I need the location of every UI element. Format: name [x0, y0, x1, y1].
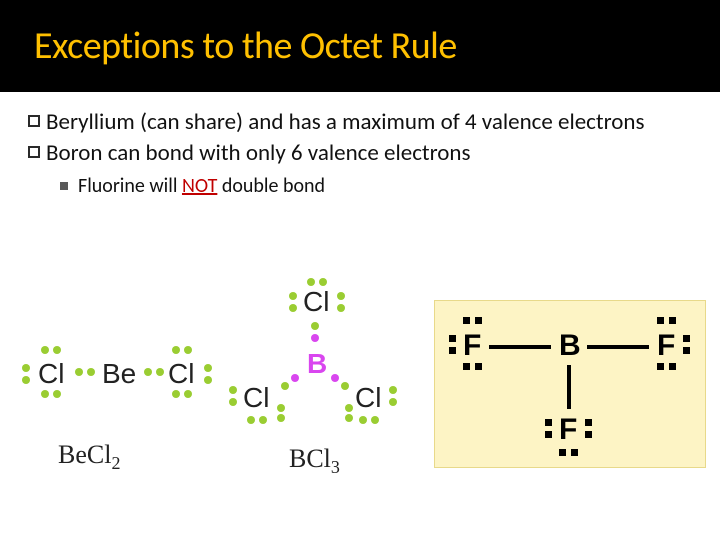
electron-dot [389, 398, 397, 406]
electron-dot [449, 335, 456, 342]
electron-dot [657, 317, 664, 324]
electron-dot [319, 278, 327, 286]
electron-dot [229, 386, 237, 394]
square-bullet-icon [28, 146, 40, 158]
electron-dot [144, 368, 152, 376]
electron-dot [311, 334, 319, 342]
title-bar: Exceptions to the Octet Rule [0, 0, 720, 92]
electron-dot [341, 382, 349, 390]
sub-bullet-text: Fluorine will NOT double bond [78, 174, 325, 198]
electron-dot [281, 382, 289, 390]
electron-dot [683, 347, 690, 354]
electron-dot [337, 292, 345, 300]
electron-dot [22, 376, 30, 384]
electron-dot [184, 346, 192, 354]
electron-dot [657, 363, 664, 370]
electron-dot [41, 346, 49, 354]
bond-line [567, 365, 571, 409]
electron-dot [277, 404, 285, 412]
formula-sub: 2 [111, 453, 120, 473]
electron-dot [307, 278, 315, 286]
atom-cl-top: Cl [303, 286, 329, 318]
electron-dot [669, 363, 676, 370]
electron-dot [475, 317, 482, 324]
electron-dot [204, 376, 212, 384]
content-area: Beryllium (can share) and has a maximum … [0, 92, 720, 198]
slide-title: Exceptions to the Octet Rule [34, 23, 457, 69]
electron-dot [559, 449, 566, 456]
formula-sub: 3 [331, 457, 340, 477]
electron-dot [345, 404, 353, 412]
electron-dot [683, 335, 690, 342]
diagram-area: Cl Be Cl BeCl2 Cl B Cl Cl [0, 272, 720, 532]
electron-dot [204, 364, 212, 372]
electron-dot [463, 363, 470, 370]
atom-f-bottom: F [559, 413, 577, 447]
atom-b-center: B [559, 329, 581, 363]
square-bullet-icon [28, 115, 40, 127]
formula-base: BeCl [58, 440, 111, 469]
electron-dot [449, 347, 456, 354]
sub-bullet-icon [60, 182, 68, 190]
electron-dot [571, 449, 578, 456]
electron-dot [247, 416, 255, 424]
bf3-diagram: F B F F [434, 300, 706, 468]
atom-b: B [307, 348, 327, 380]
electron-dot [463, 317, 470, 324]
atom-be: Be [102, 358, 136, 390]
sub-emph: NOT [182, 174, 217, 198]
electron-dot [22, 364, 30, 372]
electron-dot [289, 304, 297, 312]
electron-dot [87, 368, 95, 376]
electron-dot [184, 390, 192, 398]
electron-dot [331, 374, 339, 382]
electron-dot [156, 368, 164, 376]
atom-cl-right: Cl [168, 358, 194, 390]
electron-dot [585, 419, 592, 426]
electron-dot [75, 368, 83, 376]
electron-dot [172, 346, 180, 354]
electron-dot [277, 414, 285, 422]
atom-cl-br: Cl [355, 382, 381, 414]
electron-dot [389, 386, 397, 394]
bullet-1-text: Beryllium (can share) and has a maximum … [46, 108, 644, 137]
electron-dot [229, 398, 237, 406]
bond-line [587, 345, 649, 349]
electron-dot [337, 304, 345, 312]
electron-dot [359, 416, 367, 424]
electron-dot [371, 416, 379, 424]
atom-f-right: F [657, 329, 675, 363]
electron-dot [345, 414, 353, 422]
becl2-formula: BeCl2 [58, 440, 120, 474]
sub-suffix: double bond [217, 174, 325, 198]
bullet-1: Beryllium (can share) and has a maximum … [28, 108, 692, 137]
bullet-2-text: Boron can bond with only 6 valence elect… [46, 139, 470, 168]
electron-dot [41, 390, 49, 398]
electron-dot [545, 419, 552, 426]
atom-cl-bl: Cl [243, 382, 269, 414]
sub-bullet-1: Fluorine will NOT double bond [60, 174, 692, 198]
electron-dot [291, 374, 299, 382]
electron-dot [259, 416, 267, 424]
electron-dot [545, 431, 552, 438]
atom-f-left: F [463, 329, 481, 363]
electron-dot [475, 363, 482, 370]
electron-dot [311, 322, 319, 330]
bond-line [489, 345, 551, 349]
electron-dot [53, 346, 61, 354]
atom-cl-left: Cl [38, 358, 64, 390]
bcl3-formula: BCl3 [289, 444, 340, 478]
formula-base: BCl [289, 444, 331, 473]
sub-prefix: Fluorine will [78, 174, 182, 198]
electron-dot [585, 431, 592, 438]
bcl3-diagram: Cl B Cl Cl BCl3 [225, 284, 415, 484]
electron-dot [289, 292, 297, 300]
becl2-diagram: Cl Be Cl BeCl2 [20, 332, 230, 482]
bullet-2: Boron can bond with only 6 valence elect… [28, 139, 692, 168]
electron-dot [172, 390, 180, 398]
electron-dot [669, 317, 676, 324]
electron-dot [53, 390, 61, 398]
